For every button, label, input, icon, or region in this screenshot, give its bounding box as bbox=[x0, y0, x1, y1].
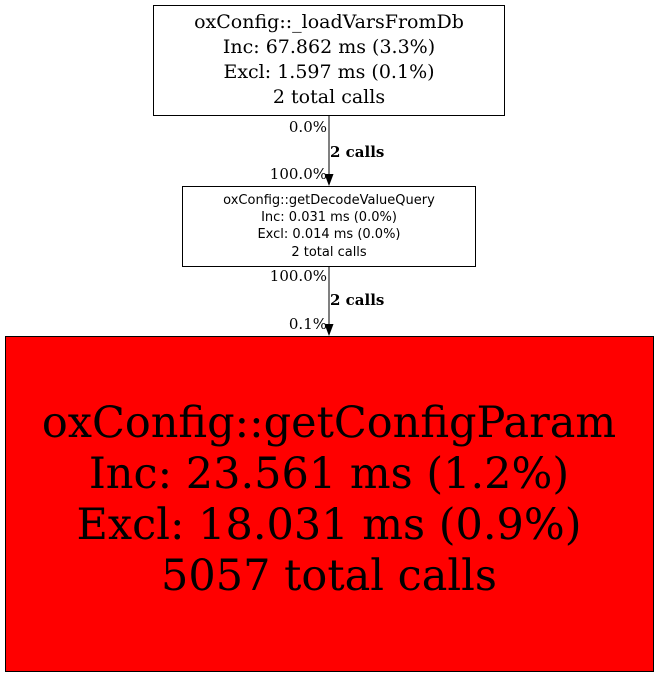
node-excl: Excl: 1.597 ms (0.1%) bbox=[223, 61, 434, 83]
node-box bbox=[5, 336, 654, 672]
edge-label: 2 calls bbox=[330, 143, 384, 161]
node-loadvarsfromdb[interactable]: oxConfig::_loadVarsFromDb Inc: 67.862 ms… bbox=[153, 5, 505, 116]
node-box bbox=[153, 5, 505, 116]
node-getconfigparam[interactable]: oxConfig::getConfigParam Inc: 23.561 ms … bbox=[5, 336, 654, 672]
edge-label: 2 calls bbox=[330, 291, 384, 309]
node-name: oxConfig::getDecodeValueQuery bbox=[223, 193, 435, 208]
node-excl: Excl: 18.031 ms (0.9%) bbox=[76, 500, 581, 550]
node-calls: 2 total calls bbox=[291, 245, 367, 260]
edge-head-label: 0.1% bbox=[289, 315, 327, 333]
node-inc: Inc: 0.031 ms (0.0%) bbox=[261, 210, 397, 225]
node-calls: 2 total calls bbox=[273, 86, 385, 108]
edge-tail-label: 0.0% bbox=[289, 118, 327, 136]
node-calls: 5057 total calls bbox=[161, 551, 497, 601]
node-box bbox=[182, 186, 476, 267]
edge-2: 100.0% 2 calls 0.1% bbox=[270, 267, 384, 336]
edge-tail-label: 100.0% bbox=[270, 267, 327, 285]
node-inc: Inc: 23.561 ms (1.2%) bbox=[89, 449, 569, 499]
edge-head-label: 100.0% bbox=[270, 165, 327, 183]
arrowhead-icon bbox=[324, 174, 334, 186]
arrowhead-icon bbox=[324, 324, 334, 336]
node-excl: Excl: 0.014 ms (0.0%) bbox=[257, 227, 400, 242]
node-getdecodevaluequery[interactable]: oxConfig::getDecodeValueQuery Inc: 0.031… bbox=[182, 186, 476, 267]
node-name: oxConfig::_loadVarsFromDb bbox=[194, 11, 464, 33]
edge-1: 0.0% 2 calls 100.0% bbox=[270, 116, 384, 186]
node-inc: Inc: 67.862 ms (3.3%) bbox=[223, 36, 435, 58]
node-name: oxConfig::getConfigParam bbox=[42, 398, 616, 448]
